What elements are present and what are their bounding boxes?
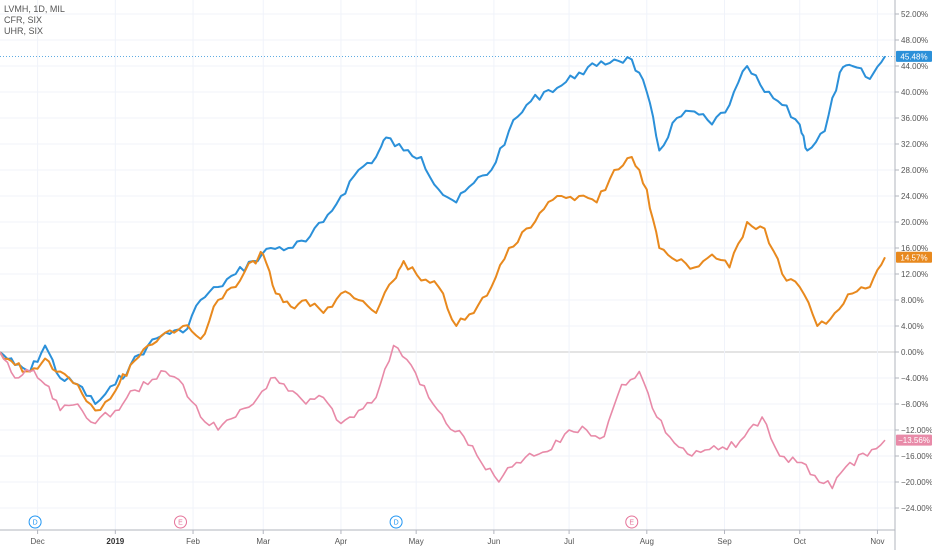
event-marker-label: E [178, 520, 183, 527]
y-tick-label: −16.00% [901, 452, 932, 461]
event-marker[interactable] [28, 515, 42, 529]
legend-item-uhr[interactable]: UHR, SIX [4, 26, 44, 36]
last-value-badge-bg [896, 434, 932, 446]
last-value-badge: −13.56% [898, 436, 930, 445]
y-tick-label: −12.00% [901, 426, 932, 435]
x-tick-label: Jun [487, 537, 500, 546]
x-tick-label: Jul [564, 537, 574, 546]
y-tick-label: −4.00% [901, 374, 928, 383]
series-line-1[interactable] [0, 156, 886, 412]
y-tick-label: 52.00% [901, 10, 928, 19]
last-value-badge-bg [896, 251, 932, 263]
x-tick-label: Nov [870, 537, 884, 546]
x-tick-label: Oct [794, 537, 807, 546]
price-scale[interactable]: 52.00% 48.00% 44.00% 40.00% 36.00% 32.00% 28.0… [894, 0, 932, 550]
y-tick-label: 36.00% [901, 114, 928, 123]
y-tick-label: −24.00% [901, 504, 932, 513]
y-tick-label: 12.00% [901, 270, 928, 279]
y-tick-label: 24.00% [901, 192, 928, 201]
gridlines [0, 0, 895, 530]
y-tick-label: 48.00% [901, 36, 928, 45]
x-tick-label: 2019 [106, 537, 124, 546]
time-scale[interactable]: Dec 2019 Feb Mar Apr May Jun Jul Aug Sep Oct Nov [0, 529, 895, 546]
y-tick-label: 20.00% [901, 218, 928, 227]
legend: LVMH, 1D, MIL CFR, SIX UHR, SIX [4, 4, 65, 37]
y-tick-label: −20.00% [901, 478, 932, 487]
y-tick-label: −8.00% [901, 400, 928, 409]
last-value-badge: 14.57% [900, 253, 927, 262]
x-tick-label: Dec [30, 537, 44, 546]
y-tick-label: 32.00% [901, 140, 928, 149]
last-value-badge: 45.48% [900, 52, 927, 61]
x-tick-label: Aug [640, 537, 654, 546]
y-tick-label: 4.00% [901, 322, 924, 331]
y-tick-label: 8.00% [901, 296, 924, 305]
x-tick-label: Mar [256, 537, 270, 546]
x-tick-label: Feb [186, 537, 200, 546]
y-tick-label: 28.00% [901, 166, 928, 175]
event-marker[interactable] [389, 515, 403, 529]
y-tick-label: 16.00% [901, 244, 928, 253]
legend-item-lvmh[interactable]: LVMH, 1D, MIL [4, 4, 65, 14]
event-marker-label: D [394, 520, 399, 527]
y-tick-label: 0.00% [901, 348, 924, 357]
y-tick-label: 40.00% [901, 88, 928, 97]
event-marker-label: D [33, 520, 38, 527]
y-tick-label: 44.00% [901, 62, 928, 71]
event-marker[interactable] [174, 515, 188, 529]
last-value-badge-bg [896, 50, 932, 62]
event-marker-label: E [629, 520, 634, 527]
series-line-0[interactable] [0, 55, 886, 405]
last-value-badges: 45.48% 14.57% −13.56% [896, 50, 932, 446]
series-line-2[interactable] [0, 344, 886, 490]
x-tick-label: May [409, 537, 424, 546]
x-tick-label: Apr [335, 537, 348, 546]
series-layer [0, 55, 886, 490]
x-tick-label: Sep [717, 537, 732, 546]
event-marker[interactable] [625, 515, 639, 529]
legend-item-cfr[interactable]: CFR, SIX [4, 15, 43, 25]
